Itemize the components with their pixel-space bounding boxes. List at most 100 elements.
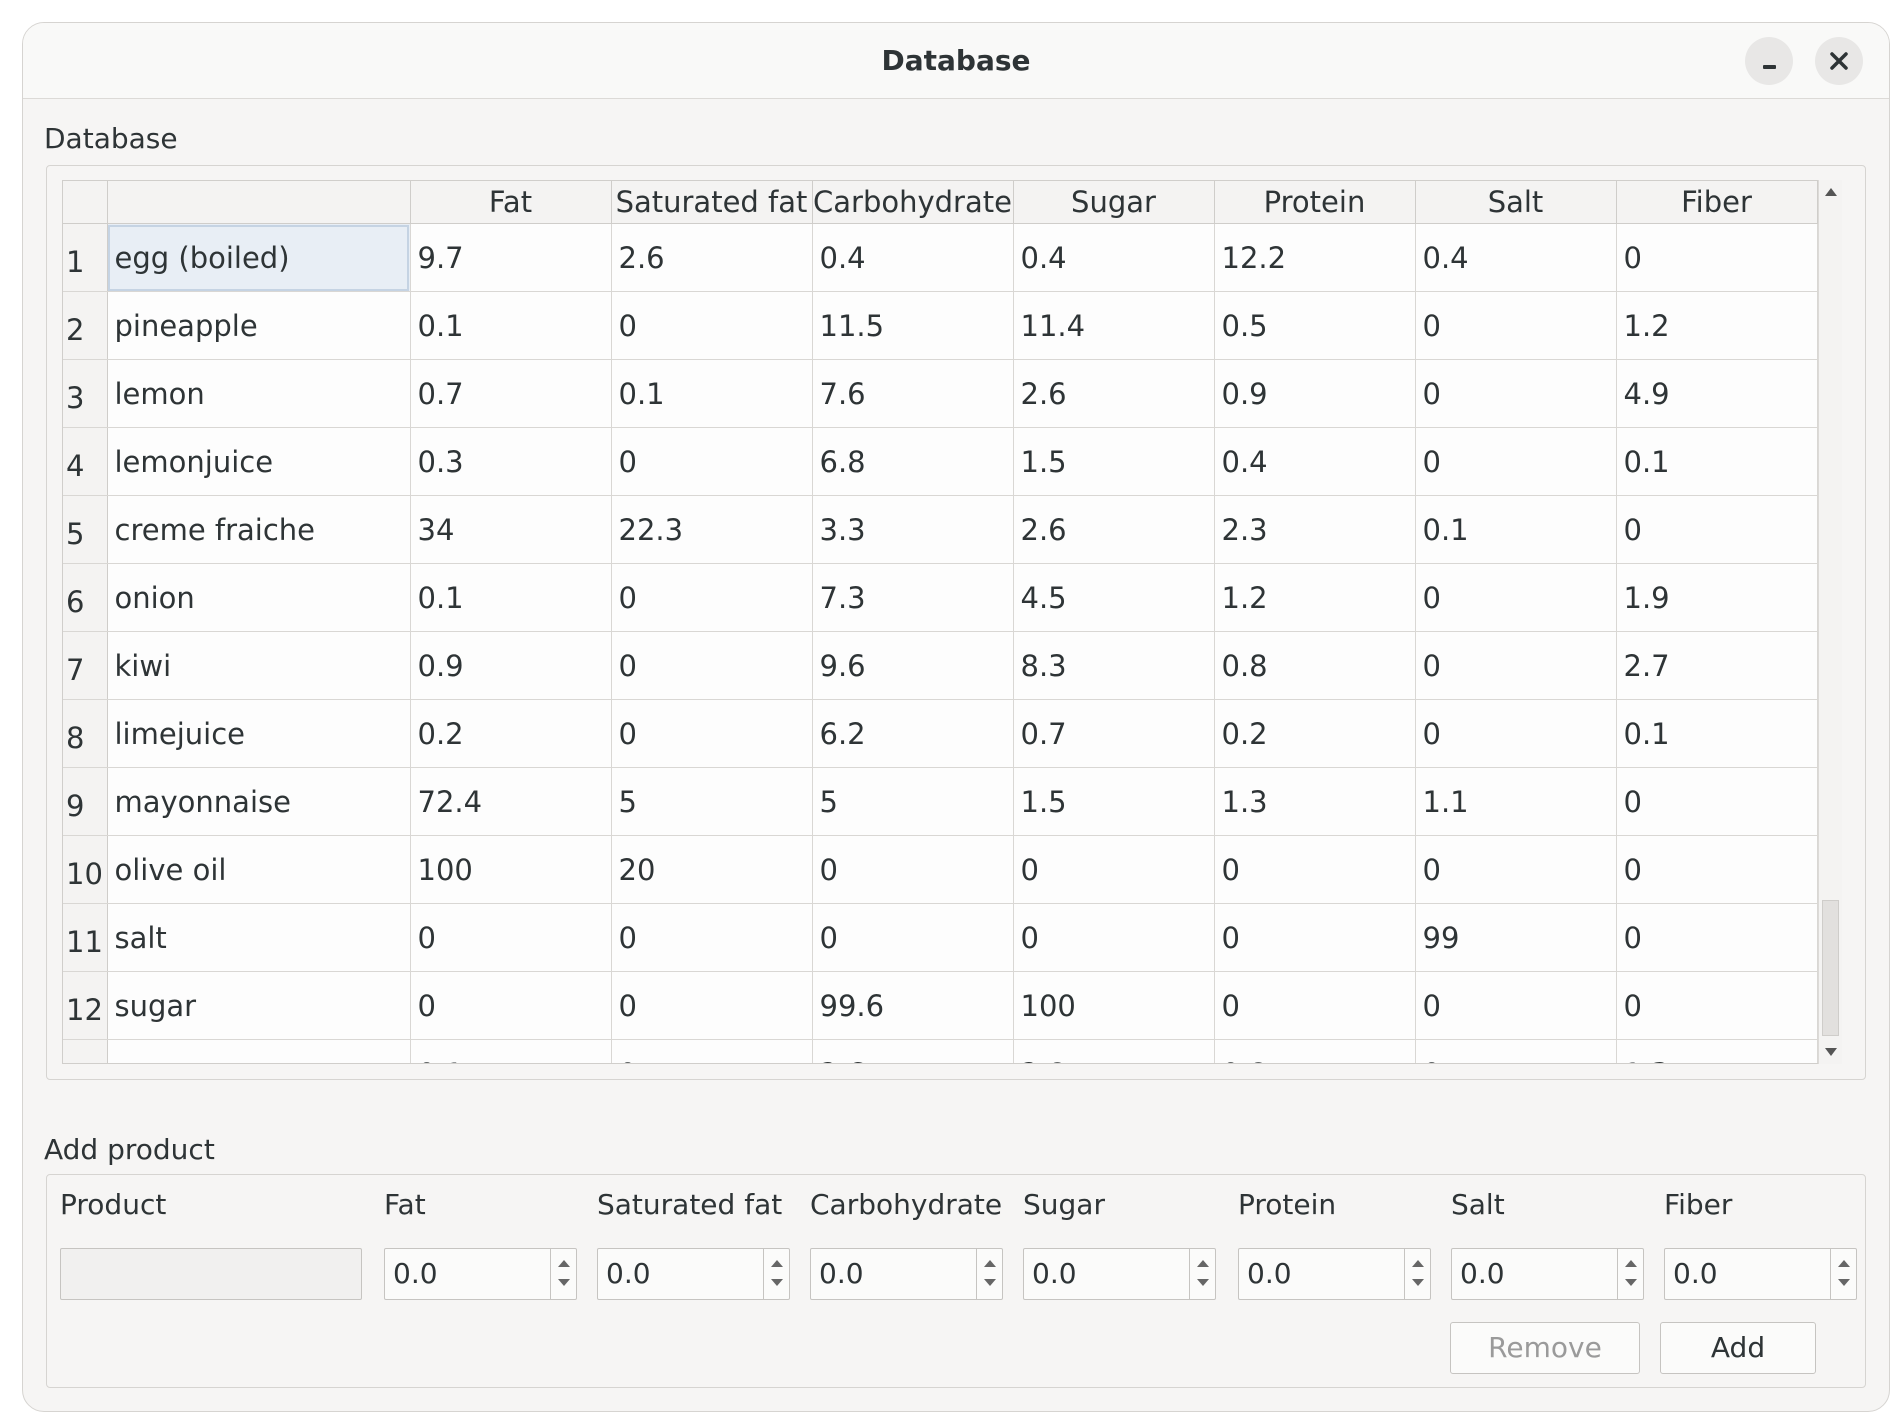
remove-button[interactable]: Remove	[1450, 1322, 1640, 1374]
nutrient-value-cell[interactable]: 0	[1616, 767, 1818, 836]
nutrient-value-cell[interactable]: 0	[1013, 903, 1215, 972]
column-header[interactable]: Protein	[1214, 181, 1416, 224]
nutrient-value-cell[interactable]: 0.2	[1214, 699, 1416, 768]
column-header[interactable]: Fat	[410, 181, 612, 224]
nutrient-value-cell[interactable]: 0	[611, 903, 813, 972]
nutrient-value-cell[interactable]: 0	[1415, 359, 1617, 428]
nutrient-value-cell[interactable]: 12.2	[1214, 223, 1416, 292]
nutrient-value-cell[interactable]: 0	[410, 903, 612, 972]
product-name-cell[interactable]: egg (boiled)	[107, 223, 411, 292]
nutrient-value-cell[interactable]: 5	[611, 767, 813, 836]
table-row[interactable]: 1 egg (boiled) 9.7 2.6 0.4 0.4 12.2 0.4 0	[63, 223, 1818, 292]
nutrient-value-cell[interactable]: 0.7	[1013, 699, 1215, 768]
nutrient-value-cell[interactable]: 0	[1415, 291, 1617, 360]
nutrient-value-cell[interactable]: 4.9	[1616, 359, 1818, 428]
row-number-header[interactable]: 1	[63, 223, 108, 292]
scrollbar-thumb[interactable]	[1822, 900, 1839, 1036]
nutrient-value-cell[interactable]: 0	[611, 1039, 813, 1063]
scroll-up-arrow-icon[interactable]	[1825, 188, 1837, 196]
product-name-cell[interactable]: limejuice	[107, 699, 411, 768]
spinbox-buttons[interactable]	[763, 1249, 789, 1299]
spin-up-arrow-icon[interactable]	[1625, 1260, 1637, 1267]
nutrient-value-cell[interactable]: 0	[1616, 903, 1818, 972]
close-button[interactable]	[1815, 37, 1863, 85]
nutrient-value-cell[interactable]: 0	[812, 903, 1014, 972]
table-row[interactable]: 11 salt 0 0 0 0 0 99 0	[63, 903, 1818, 972]
nutrient-value-cell[interactable]: 0.4	[1214, 427, 1416, 496]
nutrient-value-cell[interactable]: 0	[611, 631, 813, 700]
nutrient-value-cell[interactable]: 0.3	[410, 427, 612, 496]
product-name-cell[interactable]: mayonnaise	[107, 767, 411, 836]
nutrient-value-cell[interactable]: 0	[1415, 427, 1617, 496]
table-row[interactable]: 3 lemon 0.7 0.1 7.6 2.6 0.9 0 4.9	[63, 359, 1818, 428]
nutrient-value-cell[interactable]: 0	[1415, 699, 1617, 768]
row-number-header[interactable]: 8	[63, 699, 108, 768]
nutrient-spinbox[interactable]: 0.0	[384, 1248, 577, 1300]
nutrient-value-cell[interactable]: 9.6	[812, 631, 1014, 700]
nutrient-value-cell[interactable]: 0.1	[611, 359, 813, 428]
nutrient-value-cell[interactable]: 2.8	[1013, 1039, 1215, 1063]
product-name-cell[interactable]: onion	[107, 563, 411, 632]
nutrient-value-cell[interactable]: 7.3	[812, 563, 1014, 632]
product-name-cell[interactable]: kiwi	[107, 631, 411, 700]
nutrient-value-cell[interactable]: 0	[1616, 835, 1818, 904]
spin-down-arrow-icon[interactable]	[1412, 1279, 1424, 1286]
table-row[interactable]: 9 mayonnaise 72.4 5 5 1.5 1.3 1.1 0	[63, 767, 1818, 836]
spin-up-arrow-icon[interactable]	[771, 1260, 783, 1267]
spin-down-arrow-icon[interactable]	[1197, 1279, 1209, 1286]
nutrient-value-cell[interactable]: 1.3	[1616, 1039, 1818, 1063]
row-number-header[interactable]: 3	[63, 359, 108, 428]
table-row[interactable]: 13tomato0.102.62.80.801.3	[63, 1039, 1818, 1063]
nutrient-value-cell[interactable]: 0	[611, 699, 813, 768]
spinbox-value[interactable]: 0.0	[1032, 1257, 1077, 1290]
row-number-header[interactable]: 10	[63, 835, 108, 904]
row-number-header[interactable]: 5	[63, 495, 108, 564]
column-header[interactable]: Carbohydrate	[812, 181, 1014, 224]
nutrient-value-cell[interactable]: 0	[611, 563, 813, 632]
nutrient-value-cell[interactable]: 0.1	[410, 563, 612, 632]
nutrient-value-cell[interactable]: 0	[812, 835, 1014, 904]
nutrient-value-cell[interactable]: 0	[1214, 835, 1416, 904]
table-row[interactable]: 7 kiwi 0.9 0 9.6 8.3 0.8 0 2.7	[63, 631, 1818, 700]
spinbox-buttons[interactable]	[1404, 1249, 1430, 1299]
nutrient-spinbox[interactable]: 0.0	[810, 1248, 1003, 1300]
spinbox-value[interactable]: 0.0	[1460, 1257, 1505, 1290]
nutrient-value-cell[interactable]: 1.2	[1616, 291, 1818, 360]
nutrient-value-cell[interactable]: 5	[812, 767, 1014, 836]
nutrient-value-cell[interactable]: 2.6	[812, 1039, 1014, 1063]
row-number-header[interactable]: 6	[63, 563, 108, 632]
nutrient-value-cell[interactable]: 1.3	[1214, 767, 1416, 836]
product-name-cell[interactable]: sugar	[107, 971, 411, 1040]
minimize-button[interactable]	[1745, 37, 1793, 85]
nutrient-value-cell[interactable]: 0	[1415, 971, 1617, 1040]
nutrient-value-cell[interactable]: 0.2	[410, 699, 612, 768]
row-number-header[interactable]: 11	[63, 903, 108, 972]
table-row[interactable]: 10 olive oil 100 20 0 0 0 0 0	[63, 835, 1818, 904]
nutrient-value-cell[interactable]: 99.6	[812, 971, 1014, 1040]
nutrient-value-cell[interactable]: 99	[1415, 903, 1617, 972]
spinbox-value[interactable]: 0.0	[606, 1257, 651, 1290]
spinbox-buttons[interactable]	[1830, 1249, 1856, 1299]
spin-up-arrow-icon[interactable]	[1838, 1260, 1850, 1267]
nutrient-value-cell[interactable]: 8.3	[1013, 631, 1215, 700]
nutrient-value-cell[interactable]: 0.4	[1013, 223, 1215, 292]
column-header[interactable]: Salt	[1415, 181, 1617, 224]
spin-up-arrow-icon[interactable]	[984, 1260, 996, 1267]
nutrient-value-cell[interactable]: 2.6	[1013, 495, 1215, 564]
nutrient-value-cell[interactable]: 1.5	[1013, 427, 1215, 496]
database-table[interactable]: Fat Saturated fat Carbohydrate Sugar Protein…	[62, 180, 1842, 1064]
nutrient-value-cell[interactable]: 0.1	[410, 1039, 612, 1063]
row-number-header[interactable]: 2	[63, 291, 108, 360]
nutrient-value-cell[interactable]: 0	[1415, 1039, 1617, 1063]
spin-up-arrow-icon[interactable]	[558, 1260, 570, 1267]
product-name-cell[interactable]: lemon	[107, 359, 411, 428]
nutrient-value-cell[interactable]: 0.1	[1616, 427, 1818, 496]
product-name-cell[interactable]: olive oil	[107, 835, 411, 904]
table-row[interactable]: 2 pineapple 0.1 0 11.5 11.4 0.5 0 1.2	[63, 291, 1818, 360]
nutrient-value-cell[interactable]: 0.1	[1415, 495, 1617, 564]
nutrient-value-cell[interactable]: 4.5	[1013, 563, 1215, 632]
nutrient-spinbox[interactable]: 0.0	[597, 1248, 790, 1300]
spinbox-buttons[interactable]	[976, 1249, 1002, 1299]
nutrient-value-cell[interactable]: 7.6	[812, 359, 1014, 428]
table-vertical-scrollbar[interactable]	[1818, 180, 1842, 1064]
